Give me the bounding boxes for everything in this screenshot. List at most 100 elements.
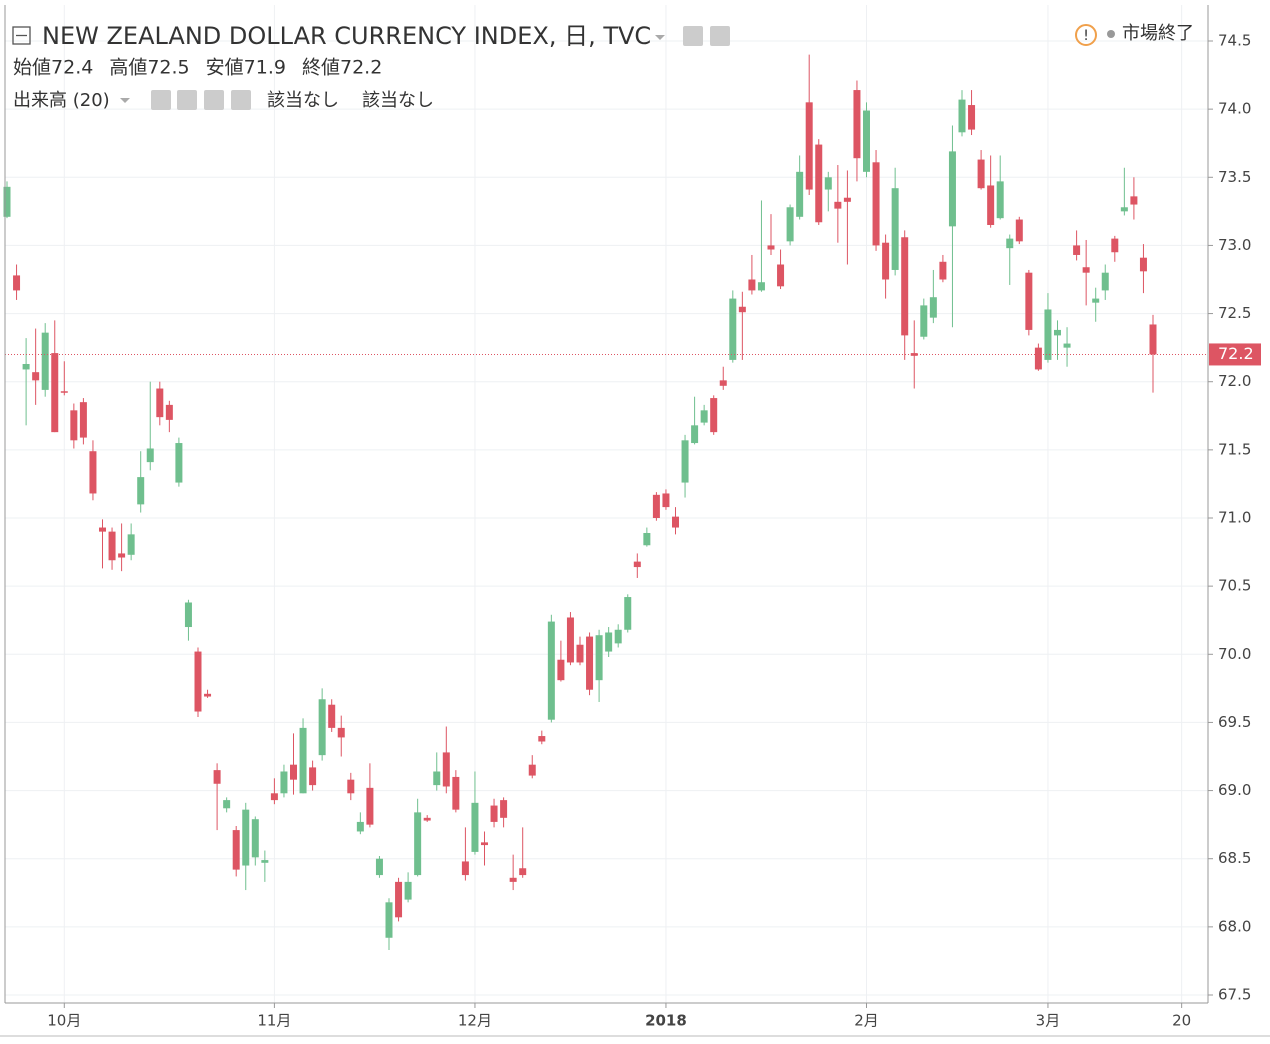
candle-body [108, 531, 116, 561]
candle-body [1054, 329, 1061, 336]
candle-body [290, 764, 297, 780]
x-tick-label: 10月 [47, 1012, 81, 1030]
legend-label: 始値 [13, 57, 51, 79]
candle-body [586, 636, 594, 690]
candle-body [70, 410, 78, 441]
candle-body [719, 380, 727, 386]
status-dot [1107, 30, 1115, 38]
y-tick-label: 68.5 [1218, 849, 1251, 867]
candle-body [920, 305, 928, 337]
candle-body [471, 802, 479, 852]
candle-body [1120, 207, 1128, 212]
indicator-dropdown[interactable] [120, 98, 130, 103]
candle-body [213, 770, 221, 784]
legend-label: 終値 [302, 57, 340, 79]
last-price-box [1209, 343, 1261, 366]
settings-button[interactable] [710, 26, 730, 46]
candle-body [137, 477, 145, 505]
candle-body [987, 185, 995, 225]
y-tick-label: 70.0 [1218, 645, 1251, 663]
x-tick-label: 11月 [257, 1012, 291, 1030]
candle-body [146, 448, 154, 463]
candle-body [242, 809, 250, 866]
candle-body [872, 162, 880, 246]
indicator-add[interactable] [204, 90, 224, 110]
candle-body [99, 527, 106, 532]
indicator-settings[interactable] [177, 90, 197, 110]
candle-body [1015, 219, 1023, 242]
candle-body [576, 644, 584, 663]
candle-body [347, 779, 355, 794]
legend-label: 高値 [109, 57, 147, 79]
candle-body [691, 425, 699, 444]
x-tick-label: 12月 [458, 1012, 492, 1030]
candle-body [433, 771, 441, 786]
candle-body [156, 388, 164, 418]
collapse-icon[interactable] [12, 26, 31, 45]
candle-body [1149, 324, 1157, 355]
candle-body [815, 144, 823, 223]
candle-body [51, 353, 59, 433]
candle-body [643, 532, 651, 546]
candle-body [385, 902, 393, 938]
dropdown-arrow[interactable] [655, 35, 665, 40]
candle-body [777, 264, 785, 287]
candle-body [996, 181, 1004, 219]
market-status: 市場終了 [1122, 23, 1194, 44]
candle-body [299, 727, 307, 794]
x-tick-label: 20 [1172, 1012, 1191, 1030]
legend-value: 72.5 [147, 57, 189, 79]
candle-body [614, 629, 622, 644]
candle-body [958, 99, 966, 133]
candle-body [414, 812, 422, 876]
candle-body [757, 282, 765, 291]
candle-body [194, 651, 202, 712]
candle-body [605, 632, 613, 652]
warning-icon[interactable] [1075, 24, 1097, 46]
candle-body [1063, 343, 1071, 348]
candle-body [1006, 238, 1014, 249]
y-tick-label: 73.5 [1218, 168, 1251, 186]
indicator-value: 該当なし [267, 90, 339, 111]
candle-body [633, 561, 641, 568]
x-tick-label: 3月 [1036, 1012, 1061, 1030]
candle-body [175, 443, 183, 483]
eye-button[interactable] [683, 26, 703, 46]
candle-body [1139, 257, 1147, 272]
y-tick-label: 71.5 [1218, 440, 1251, 458]
y-tick-label: 71.0 [1218, 509, 1251, 527]
candle-body [280, 771, 288, 794]
candle-body [843, 197, 851, 202]
y-tick-label: 72.5 [1218, 304, 1251, 322]
y-tick-label: 68.0 [1218, 917, 1251, 935]
y-tick-label: 74.0 [1218, 100, 1251, 118]
candle-body [767, 245, 775, 250]
indicator-eye[interactable] [151, 90, 171, 110]
candle-body [127, 534, 135, 555]
candle-body [977, 159, 985, 189]
candle-body [32, 372, 40, 381]
candle-body [41, 332, 49, 390]
y-tick-label: 69.5 [1218, 713, 1251, 731]
candle-body [882, 242, 890, 280]
candle-body [672, 516, 679, 528]
y-tick-label: 74.5 [1218, 32, 1251, 50]
candle-body [863, 110, 870, 172]
candle-body [309, 767, 317, 786]
candle-body [901, 237, 909, 336]
candle-body [261, 860, 269, 863]
candle-body [490, 805, 498, 822]
candle-body [652, 494, 660, 518]
candle-body [939, 261, 947, 280]
candle-body [204, 693, 212, 697]
candle-body [968, 105, 976, 130]
indicator-remove[interactable] [231, 90, 251, 110]
last-price-label: 72.2 [1218, 344, 1254, 363]
candle-body [538, 736, 546, 742]
candle-body [395, 881, 403, 918]
candle-body [948, 151, 956, 227]
candle-body [1111, 238, 1119, 253]
candle-body [710, 398, 718, 433]
indicator-label: 出来高 (20) [13, 90, 110, 111]
candle-body [60, 391, 68, 393]
